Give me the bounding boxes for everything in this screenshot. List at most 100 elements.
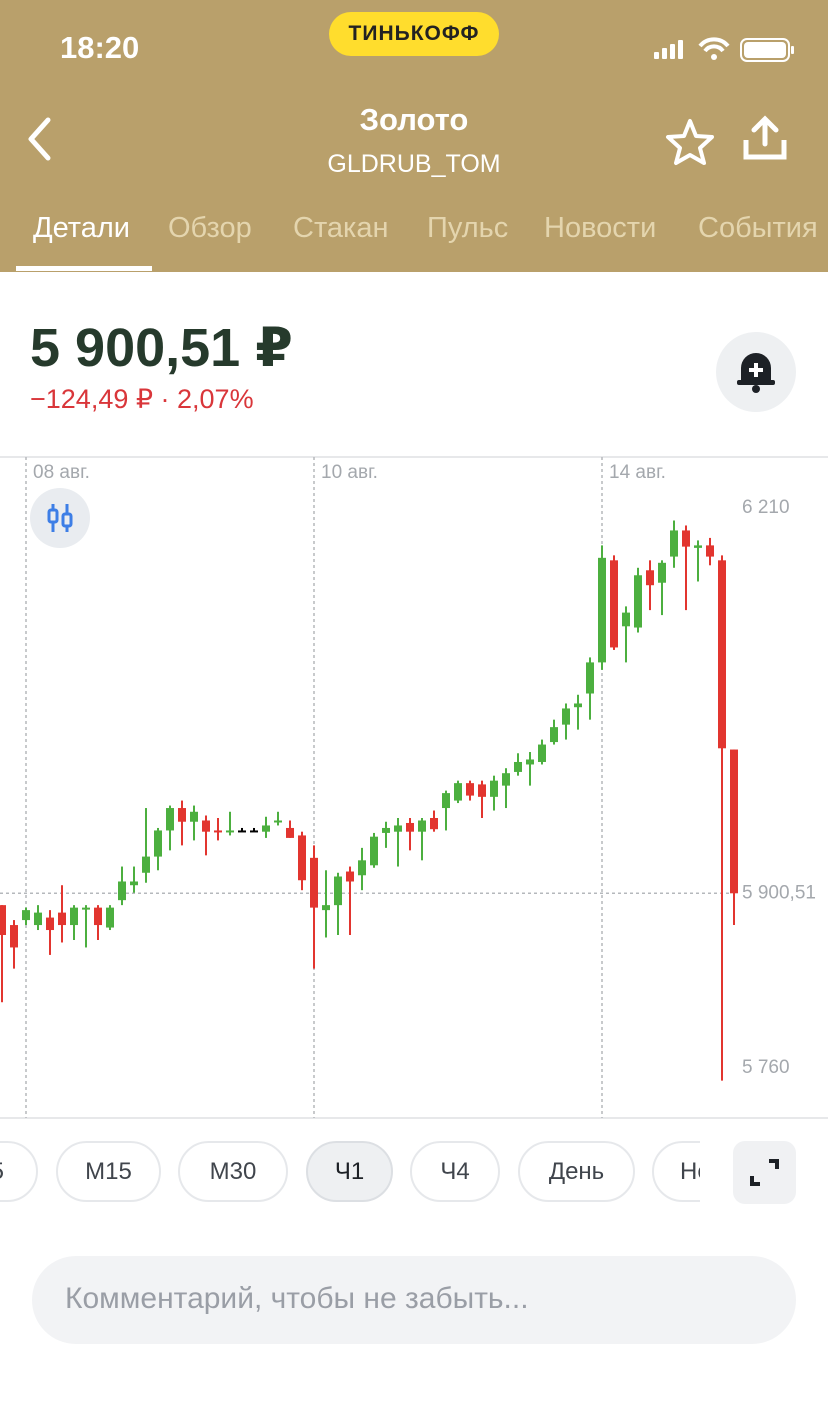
price-line-label: 5 900,51 bbox=[742, 882, 816, 903]
status-icons bbox=[654, 37, 794, 62]
status-time: 18:20 bbox=[60, 30, 140, 65]
comment-input[interactable]: Комментарий, чтобы не забыть... bbox=[32, 1256, 796, 1344]
candle-body bbox=[358, 860, 366, 876]
candle-body bbox=[238, 830, 246, 833]
candle-body bbox=[322, 905, 330, 911]
candle-body bbox=[514, 761, 522, 772]
candlestick-chart: 08 авг. 10 авг. 14 авг. 6 210 5 760 5 900,51 bbox=[0, 456, 828, 1119]
candle-body bbox=[538, 744, 546, 762]
candle-body bbox=[82, 907, 90, 910]
candle-body bbox=[442, 793, 450, 809]
candle-body bbox=[634, 575, 642, 628]
timeframe-button[interactable]: М30 bbox=[178, 1141, 288, 1202]
comment-placeholder: Комментарий, чтобы не забыть... bbox=[65, 1282, 529, 1315]
instrument-ticker: GLDRUB_TOM bbox=[327, 150, 501, 178]
timeframe-button[interactable]: Ч4 bbox=[410, 1141, 500, 1202]
candle-body bbox=[154, 830, 162, 857]
tab[interactable]: События bbox=[698, 212, 818, 244]
candle-body bbox=[310, 857, 318, 908]
candle-body bbox=[598, 557, 606, 663]
share-button[interactable] bbox=[740, 114, 790, 164]
candle-body bbox=[190, 811, 198, 822]
candle-body bbox=[142, 856, 150, 873]
candle-body bbox=[406, 822, 414, 832]
candle-body bbox=[214, 830, 222, 833]
x-tick-label: 08 авг. bbox=[33, 462, 90, 483]
candle-body bbox=[670, 530, 678, 557]
fullscreen-button[interactable] bbox=[733, 1141, 796, 1204]
candle-body bbox=[586, 662, 594, 694]
candle-body bbox=[118, 881, 126, 901]
candle-body bbox=[166, 808, 174, 831]
candle-body bbox=[346, 871, 354, 882]
active-tab-indicator bbox=[16, 266, 152, 271]
candle-body bbox=[718, 560, 726, 749]
timeframe-button[interactable]: День bbox=[518, 1141, 635, 1202]
x-tick-label: 14 авг. bbox=[609, 462, 666, 483]
timeframe-button[interactable]: М5 bbox=[0, 1141, 38, 1202]
alert-button[interactable] bbox=[716, 332, 796, 412]
candle-body bbox=[94, 907, 102, 926]
candle-body bbox=[646, 570, 654, 586]
candle-body bbox=[382, 827, 390, 833]
candle-body bbox=[298, 835, 306, 881]
tab[interactable]: Детали bbox=[33, 212, 131, 244]
candle-body bbox=[526, 759, 534, 765]
candle-body bbox=[658, 562, 666, 583]
timeframe-button[interactable]: М15 bbox=[56, 1141, 161, 1202]
candle-body bbox=[262, 825, 270, 832]
indicators-button[interactable] bbox=[30, 488, 90, 548]
y-tick-label: 6 210 bbox=[742, 497, 790, 518]
candle-body bbox=[562, 708, 570, 725]
candle-body bbox=[490, 780, 498, 797]
brand-badge: ТИНЬКОФФ bbox=[329, 12, 499, 56]
current-price: 5 900,51 ₽ bbox=[30, 318, 293, 378]
candle-body bbox=[694, 545, 702, 548]
candle-body bbox=[418, 820, 426, 832]
tab[interactable]: Новости bbox=[544, 212, 657, 244]
candle-body bbox=[0, 905, 6, 936]
candle-body bbox=[730, 749, 738, 894]
candle-body bbox=[226, 830, 234, 833]
y-tick-label: 5 760 bbox=[742, 1057, 790, 1078]
tab[interactable]: Обзор bbox=[168, 212, 252, 244]
candle-body bbox=[430, 817, 438, 830]
candle-body bbox=[622, 612, 630, 627]
candle-body bbox=[502, 773, 510, 786]
candle-body bbox=[10, 925, 18, 948]
candle-body bbox=[394, 825, 402, 832]
candle-body bbox=[274, 820, 282, 823]
candle-body bbox=[478, 784, 486, 797]
candle-body bbox=[682, 530, 690, 547]
tab[interactable]: Пульс bbox=[427, 212, 509, 244]
candle-body bbox=[22, 910, 30, 921]
candle-body bbox=[334, 876, 342, 906]
candle-body bbox=[706, 545, 714, 557]
candle-body bbox=[574, 703, 582, 708]
candle-body bbox=[286, 827, 294, 838]
candle-body bbox=[106, 907, 114, 928]
candle-body bbox=[202, 820, 210, 832]
candle-body bbox=[454, 783, 462, 801]
timeframe-button[interactable]: Неделя bbox=[652, 1141, 700, 1202]
candle-body bbox=[466, 783, 474, 796]
candle-body bbox=[46, 917, 54, 931]
x-tick-label: 10 авг. bbox=[321, 462, 378, 483]
tab[interactable]: Стакан bbox=[293, 212, 389, 244]
candle-body bbox=[70, 907, 78, 926]
instrument-title: Золото bbox=[359, 102, 469, 137]
timeframe-selector: М5 М15 М30 Ч1 Ч4 День Неделя bbox=[0, 1140, 700, 1206]
candle-body bbox=[250, 830, 258, 833]
price-change: −124,49 ₽ · 2,07% bbox=[30, 384, 254, 414]
candle-body bbox=[370, 836, 378, 866]
favorite-button[interactable] bbox=[664, 116, 716, 168]
candle-body bbox=[130, 881, 138, 886]
candle-body bbox=[178, 808, 186, 822]
timeframe-button[interactable]: Ч1 bbox=[306, 1141, 393, 1202]
candle-body bbox=[34, 912, 42, 926]
candle-body bbox=[550, 727, 558, 743]
back-button[interactable] bbox=[22, 114, 58, 164]
candle-body bbox=[58, 912, 66, 926]
candle-body bbox=[610, 560, 618, 648]
